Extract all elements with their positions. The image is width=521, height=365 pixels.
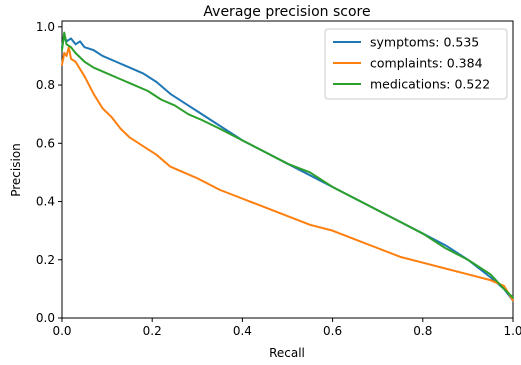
y-tick-label: 0.8 [36,78,55,92]
series-line-complaints [61,46,514,302]
y-axis-label: Precision [9,143,23,197]
series-line-medications [61,31,514,299]
x-tick-label: 0.6 [323,324,342,338]
x-tick-label: 0.8 [413,324,432,338]
legend-box [324,28,508,100]
x-tick-label: 0.2 [143,324,162,338]
y-tick-label: 0.2 [36,253,55,267]
y-tick-label: 0.6 [36,136,55,150]
chart-title: Average precision score [203,4,370,20]
x-axis-label: Recall [269,346,305,360]
y-tick-label: 0.4 [36,195,55,209]
x-tick-label: 1.0 [503,324,521,338]
series-layer [61,31,514,302]
legend-label-symptoms: symptoms: 0.535 [370,35,479,50]
x-tick-label: 0.4 [233,324,252,338]
legend-label-medications: medications: 0.522 [370,77,490,92]
x-tick-label: 0.0 [52,324,71,338]
legend-items: symptoms: 0.535 complaints: 0.384 medicati… [333,35,490,92]
tick-layer: 0.0 0.2 0.4 0.6 0.8 1.0 0.0 0.2 0.4 0.6 0.8 1.0 [36,20,521,338]
legend: symptoms: 0.535 complaints: 0.384 medicati… [324,28,508,100]
y-tick-label: 1.0 [36,20,55,34]
y-tick-label: 0.0 [36,311,55,325]
legend-label-complaints: complaints: 0.384 [370,56,483,71]
